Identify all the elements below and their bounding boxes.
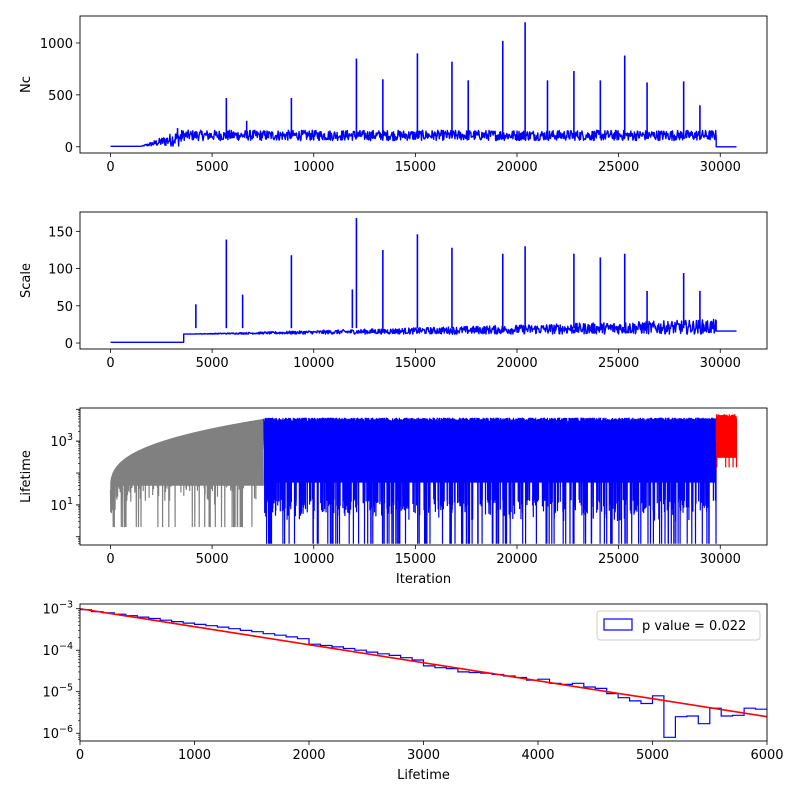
- y-tick-label: 10−5: [42, 683, 73, 701]
- series-line: [110, 129, 737, 148]
- axes-frame: [79, 15, 768, 154]
- x-tick-label: 10000: [293, 160, 334, 175]
- x-tick-label: 20000: [496, 160, 537, 175]
- y-tick-label: 100: [48, 263, 73, 278]
- x-tick-label: 5000: [196, 552, 229, 567]
- x-tick-label: 0: [106, 356, 114, 371]
- x-tick-label: 25000: [598, 552, 639, 567]
- x-tick-label: 0: [106, 160, 114, 175]
- y-tick-label: 150: [48, 225, 73, 240]
- legend-swatch: [603, 618, 633, 631]
- x-tick-label: 20000: [496, 552, 537, 567]
- x-tick-label: 5000: [636, 748, 669, 763]
- y-tick-label: 10−6: [42, 724, 73, 742]
- y-tick-label: 103: [50, 432, 73, 450]
- x-tick-label: 10000: [293, 552, 334, 567]
- x-axis-label: Iteration: [396, 572, 451, 587]
- x-tick-label: 25000: [598, 356, 639, 371]
- y-tick-label: 10−3: [42, 600, 73, 618]
- x-tick-label: 5000: [196, 356, 229, 371]
- y-axis-label: Scale: [19, 263, 34, 298]
- x-axis-label: Lifetime: [397, 768, 450, 783]
- y-axis-label: Nc: [19, 76, 34, 93]
- lifetime-iteration-panel: 0 5000 10000 15000 20000 25000 30000 101 103 Life…: [19, 407, 768, 587]
- y-tick-label: 50: [56, 300, 73, 315]
- scale-panel: 0 5000 10000 15000 20000 25000 30000 0 50 100 150 S…: [19, 211, 768, 371]
- lifetime-envelope: [110, 419, 264, 490]
- x-tick-label: 10000: [293, 356, 334, 371]
- y-tick-label: 500: [48, 89, 73, 104]
- y-axis-label: Lifetime: [19, 450, 34, 503]
- x-tick-label: 0: [106, 552, 114, 567]
- legend-label: p value = 0.022: [642, 619, 746, 634]
- axes-frame: [79, 211, 768, 350]
- y-tick-label: 101: [50, 496, 73, 514]
- legend-box: [596, 610, 761, 641]
- y-tick-label: 10−4: [42, 641, 73, 659]
- x-tick-label: 20000: [496, 356, 537, 371]
- x-tick-label: 15000: [395, 160, 436, 175]
- x-tick-label: 0: [76, 748, 84, 763]
- x-tick-label: 30000: [700, 160, 741, 175]
- y-tick-label: 0: [65, 337, 73, 352]
- lifetime-band: [716, 418, 737, 458]
- y-tick-label: 0: [65, 141, 73, 156]
- lifetime-histogram-panel: 0 1000 2000 3000 4000 5000 6000 10−6 10−5 10−4 10−…: [42, 600, 783, 783]
- nc-panel: 0 5000 10000 15000 20000 25000 30000 0 500 1000 Nc: [19, 15, 768, 175]
- lifetime-band: [263, 421, 717, 483]
- x-tick-label: 15000: [395, 552, 436, 567]
- y-tick-label: 1000: [40, 37, 73, 52]
- x-tick-label: 5000: [196, 160, 229, 175]
- x-tick-label: 25000: [598, 160, 639, 175]
- x-tick-label: 6000: [750, 748, 783, 763]
- x-tick-label: 30000: [700, 356, 741, 371]
- legend: p value = 0.022: [596, 610, 761, 641]
- fit-line: [80, 607, 767, 718]
- series-line: [110, 318, 737, 343]
- x-tick-label: 15000: [395, 356, 436, 371]
- x-tick-label: 4000: [521, 748, 554, 763]
- x-tick-label: 2000: [292, 748, 325, 763]
- x-tick-label: 1000: [178, 748, 211, 763]
- x-tick-label: 3000: [407, 748, 440, 763]
- axes-frame: [79, 407, 768, 546]
- x-tick-label: 30000: [700, 552, 741, 567]
